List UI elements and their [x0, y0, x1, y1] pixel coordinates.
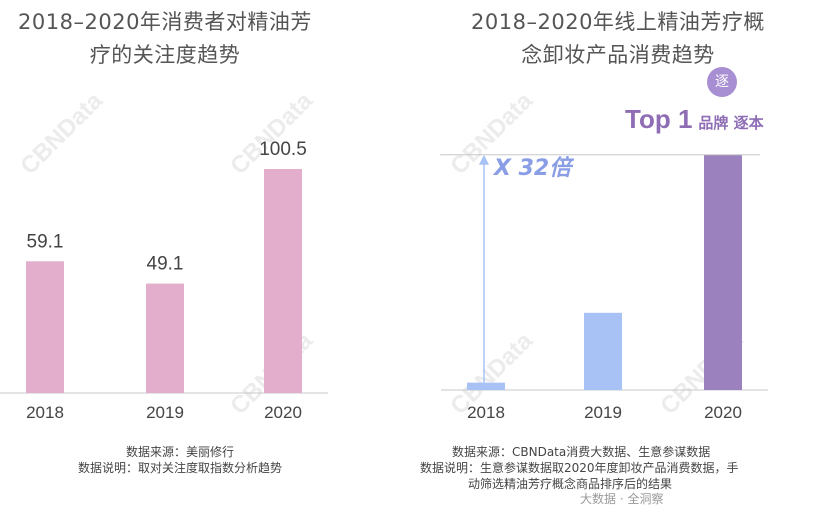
bar-2018 [26, 261, 64, 393]
right-chart-title: 2018–2020年线上精油芳疗概 念卸妆产品消费趋势 [428, 6, 808, 72]
growth-multiplier-label: X 32倍 [494, 156, 572, 181]
data-label: 59.1 [27, 231, 64, 252]
bar-2019 [584, 312, 622, 390]
data-label: 49.1 [147, 254, 184, 275]
left-chart-notes: 数据来源：美丽修行 数据说明：取对关注度取指数分析趋势 [45, 444, 315, 476]
left-title-line-1: 2018–2020年消费者对精油芳 [18, 10, 312, 34]
bar-2020 [704, 154, 742, 390]
right-method-note: 数据说明：生意参谋数据取2020年度卸妆产品消费数据，手 [420, 461, 739, 475]
bar-2020 [264, 169, 302, 393]
left-method-note: 数据说明：取对关注度取指数分析趋势 [77, 461, 282, 475]
left-source-note: 数据来源：美丽修行 [125, 445, 234, 459]
x-tick-label: 2018 [26, 403, 64, 422]
growth-arrow-head [479, 154, 489, 165]
left-bar-chart: 2018 59.1 2019 49.1 2020 100.5 [0, 139, 328, 422]
x-tick-label: 2019 [584, 403, 622, 422]
right-source-note: 数据来源：CBNData消费大数据、生意参谋数据 [452, 445, 711, 459]
top-rank-brand: 品牌 逐本 [698, 114, 764, 132]
right-title-line-1: 2018–2020年线上精油芳疗概 [471, 10, 765, 34]
right-title-line-2: 念卸妆产品消费趋势 [521, 43, 715, 67]
x-tick-label: 2020 [704, 403, 742, 422]
x-tick-label: 2019 [146, 403, 184, 422]
bar-2018 [467, 382, 505, 390]
x-tick-label: 2018 [467, 403, 505, 422]
footer-brand: 大数据 · 全洞察 [580, 492, 664, 506]
data-label: 100.5 [259, 139, 307, 160]
top-rank-annotation: Top 1 品牌 逐本 [625, 104, 764, 135]
right-chart-notes: 数据来源：CBNData消费大数据、生意参谋数据 数据说明：生意参谋数据取202… [420, 444, 770, 492]
left-chart-title: 2018–2020年消费者对精油芳 疗的关注度趋势 [0, 6, 330, 72]
brand-badge-icon: 逐 [707, 67, 737, 97]
left-title-line-2: 疗的关注度趋势 [89, 43, 241, 67]
bar-2019 [146, 283, 184, 393]
top-rank-label: Top 1 [625, 104, 693, 134]
x-tick-label: 2020 [264, 403, 302, 422]
right-method-note-cont: 动筛选精油芳疗概念商品排序后的结果 [468, 477, 673, 491]
right-bar-chart: 2018 2019 2020 [440, 154, 768, 422]
